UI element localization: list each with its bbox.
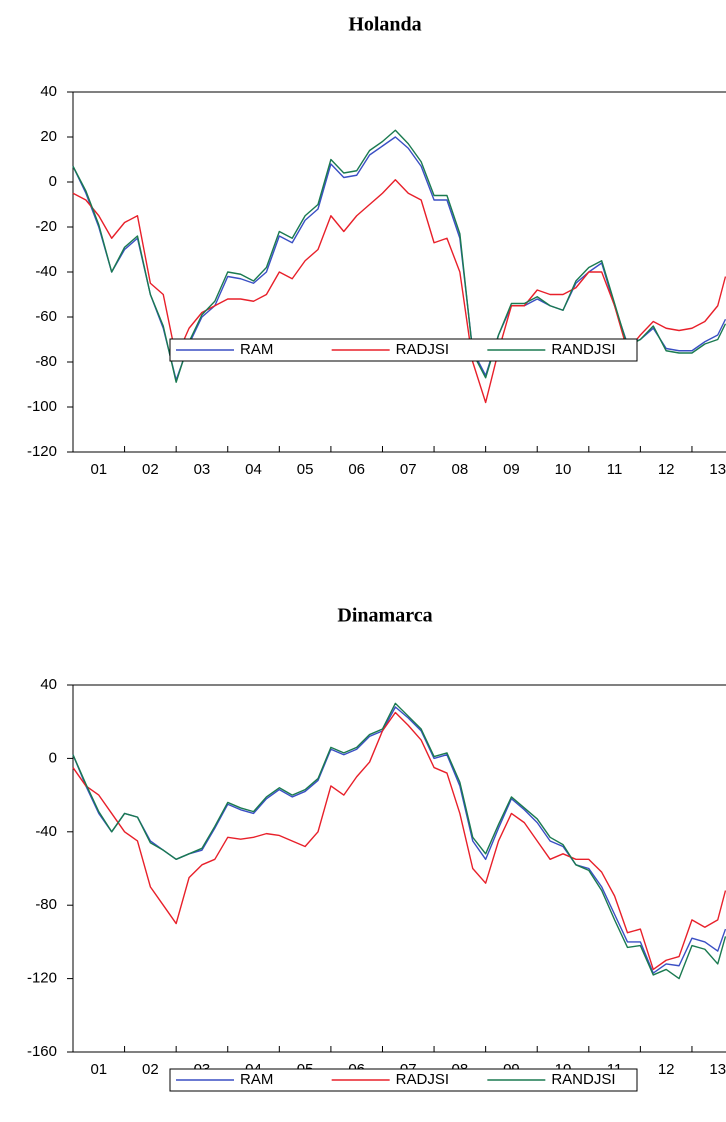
- x-tick-label: 03: [194, 461, 211, 478]
- series-line: [72, 711, 726, 971]
- x-tick-label: 11: [607, 461, 623, 478]
- x-tick-label: 07: [400, 461, 417, 478]
- chart-title: Holanda: [348, 14, 421, 36]
- x-tick-label: 13: [709, 461, 726, 478]
- y-tick-label: -120: [27, 443, 57, 460]
- y-tick-label: 20: [40, 128, 57, 145]
- y-tick-label: -20: [35, 218, 57, 235]
- x-tick-label: 02: [142, 1061, 159, 1078]
- legend-label: RAM: [240, 1071, 273, 1088]
- x-tick-label: 06: [348, 461, 365, 478]
- x-tick-label: 01: [90, 1061, 107, 1078]
- x-tick-label: 05: [297, 461, 314, 478]
- y-tick-label: -40: [35, 263, 57, 280]
- series-line: [72, 129, 726, 383]
- y-tick-label: -100: [27, 398, 57, 415]
- x-tick-label: 04: [245, 461, 262, 478]
- legend-label: RANDJSI: [551, 1071, 615, 1088]
- chart-title: Dinamarca: [337, 605, 432, 627]
- legend-box: [169, 1068, 638, 1092]
- series-line: [72, 702, 726, 980]
- x-tick-label: 12: [658, 461, 675, 478]
- x-tick-label: 09: [503, 461, 520, 478]
- y-tick-label: 40: [40, 83, 57, 100]
- legend-label: RAM: [240, 341, 273, 358]
- legend-box: [169, 338, 638, 362]
- x-tick-label: 08: [452, 461, 469, 478]
- y-tick-label: 40: [40, 676, 57, 693]
- y-tick-label: -40: [35, 823, 57, 840]
- y-tick-label: 0: [49, 173, 57, 190]
- legend-label: RANDJSI: [551, 341, 615, 358]
- y-tick-label: -80: [35, 896, 57, 913]
- series-line: [72, 179, 726, 404]
- y-tick-label: -80: [35, 353, 57, 370]
- y-tick-label: -160: [27, 1043, 57, 1060]
- x-tick-label: 10: [555, 461, 572, 478]
- x-tick-label: 01: [90, 461, 107, 478]
- x-tick-label: 02: [142, 461, 159, 478]
- legend-label: RADJSI: [396, 1071, 449, 1088]
- x-tick-label: 12: [658, 1061, 675, 1078]
- x-tick-label: 13: [709, 1061, 726, 1078]
- y-tick-label: -120: [27, 970, 57, 987]
- y-tick-label: -60: [35, 308, 57, 325]
- legend-label: RADJSI: [396, 341, 449, 358]
- y-tick-label: 0: [49, 749, 57, 766]
